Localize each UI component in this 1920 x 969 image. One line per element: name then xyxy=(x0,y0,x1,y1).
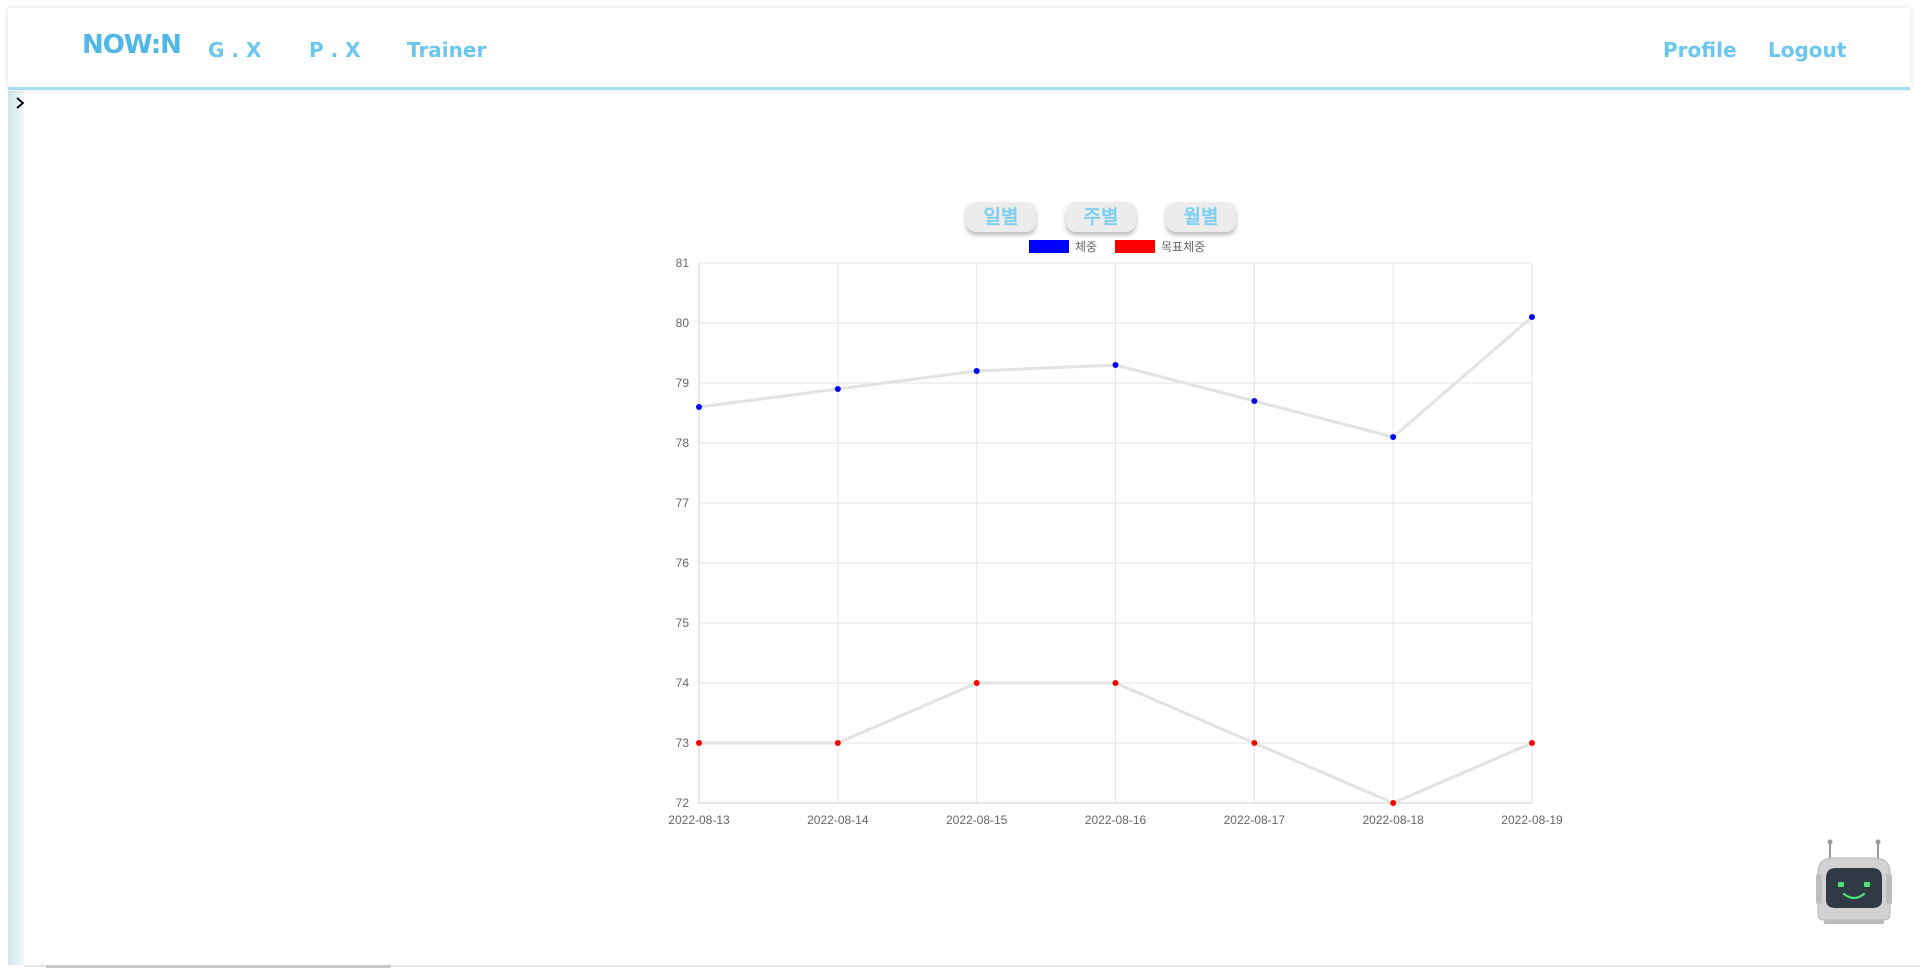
x-tick-label: 2022-08-14 xyxy=(807,813,869,827)
chevron-right-icon[interactable] xyxy=(13,96,27,110)
nav-link-logout[interactable]: Logout xyxy=(1768,38,1847,62)
sidebar-rail xyxy=(8,91,24,965)
nav-link-trainer[interactable]: Trainer xyxy=(407,38,487,62)
monthly-button[interactable]: 월별 xyxy=(1166,202,1236,232)
brand-logo[interactable]: NOW:N xyxy=(82,30,182,60)
legend-swatch xyxy=(1115,240,1155,253)
data-point xyxy=(1251,740,1258,746)
navbar: NOW:N G . X P . X Trainer Profile Logout xyxy=(8,8,1910,90)
data-point xyxy=(696,404,702,410)
y-tick-label: 81 xyxy=(676,256,690,270)
legend-swatch xyxy=(1029,240,1069,253)
y-tick-label: 79 xyxy=(676,376,690,390)
data-point xyxy=(1112,680,1119,686)
y-tick-label: 76 xyxy=(676,556,690,570)
nav-link-px[interactable]: P . X xyxy=(309,38,361,62)
bottom-divider xyxy=(24,965,1920,967)
x-tick-label: 2022-08-18 xyxy=(1362,813,1424,827)
data-point xyxy=(1529,314,1535,320)
robot-icon[interactable] xyxy=(1814,838,1894,926)
y-tick-label: 77 xyxy=(676,496,690,510)
data-point xyxy=(973,680,980,686)
data-point xyxy=(834,386,841,392)
daily-button[interactable]: 일별 xyxy=(966,202,1036,232)
x-tick-label: 2022-08-16 xyxy=(1085,813,1147,827)
legend-label: 목표체중 xyxy=(1161,240,1205,254)
x-tick-label: 2022-08-15 xyxy=(946,813,1008,827)
data-point xyxy=(1112,362,1119,368)
horizontal-scrollbar[interactable] xyxy=(46,965,391,968)
data-point xyxy=(834,740,841,746)
data-point xyxy=(1390,434,1397,440)
x-tick-label: 2022-08-17 xyxy=(1224,813,1286,827)
data-point xyxy=(1529,740,1535,746)
y-tick-label: 72 xyxy=(676,796,690,810)
data-point xyxy=(696,740,702,746)
y-tick-label: 78 xyxy=(676,436,690,450)
y-tick-label: 73 xyxy=(676,736,690,750)
data-point xyxy=(1251,398,1258,404)
y-tick-label: 80 xyxy=(676,316,690,330)
nav-link-profile[interactable]: Profile xyxy=(1663,38,1737,62)
y-tick-label: 74 xyxy=(676,676,690,690)
nav-link-gx[interactable]: G . X xyxy=(208,38,262,62)
y-tick-label: 75 xyxy=(676,616,690,630)
weekly-button[interactable]: 주별 xyxy=(1066,202,1136,232)
legend-label: 체중 xyxy=(1075,240,1097,254)
x-tick-label: 2022-08-19 xyxy=(1501,813,1563,827)
x-tick-label: 2022-08-13 xyxy=(668,813,730,827)
data-point xyxy=(973,368,980,374)
data-point xyxy=(1390,800,1397,806)
